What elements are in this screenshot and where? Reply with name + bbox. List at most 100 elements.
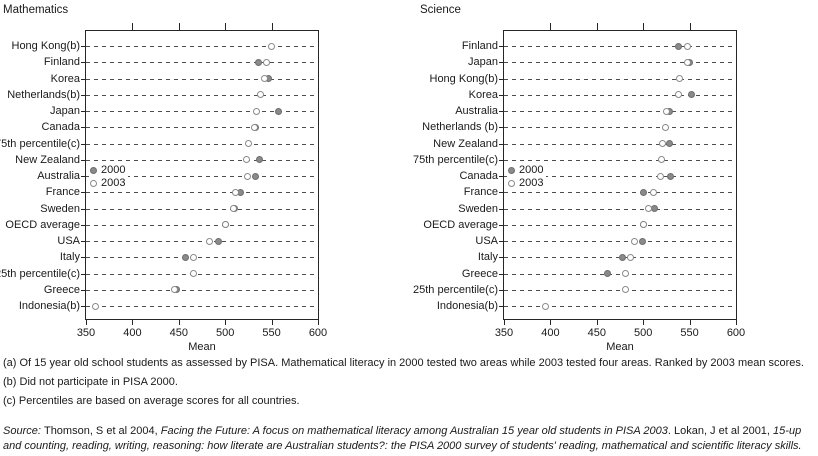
- x-axis-title: Mean: [606, 341, 634, 353]
- row-label: Hong Kong(b): [11, 40, 81, 52]
- row-gridline: [86, 127, 318, 129]
- data-point-2003: [253, 107, 261, 115]
- row-tick: [81, 192, 86, 194]
- row-gridline: [504, 208, 736, 210]
- axis-tick-bottom: [318, 319, 319, 325]
- row-tick: [81, 257, 86, 259]
- row-tick: [81, 94, 86, 96]
- row-gridline: [504, 306, 736, 307]
- row-tick: [81, 127, 86, 129]
- row-gridline: [504, 46, 736, 47]
- row-tick: [81, 241, 86, 242]
- row-tick: [81, 273, 86, 275]
- data-point-2003: [260, 75, 268, 82]
- row-label: Korea: [50, 72, 80, 85]
- row-gridline: [86, 176, 318, 177]
- x-axis-tick-label: 500: [634, 327, 653, 339]
- row-tick: [499, 111, 504, 112]
- row-tick: [499, 208, 504, 210]
- data-point-2003: [91, 302, 99, 310]
- data-point-2003: [262, 58, 270, 66]
- row-label: Japan: [50, 105, 80, 117]
- data-point-2003: [243, 172, 251, 180]
- row-gridline: [86, 208, 318, 210]
- data-point-2000: [274, 107, 282, 115]
- legend-item-2000: 2000: [90, 164, 125, 177]
- row-label: 75th percentile(c): [0, 137, 80, 150]
- data-point-2003: [659, 140, 667, 147]
- row-tick: [81, 78, 86, 80]
- row-gridline: [504, 224, 736, 226]
- row-label: Sweden: [458, 202, 498, 215]
- data-point-2003: [622, 270, 630, 277]
- row-gridline: [86, 192, 318, 194]
- axis-tick-bottom: [225, 319, 227, 325]
- row-tick: [81, 208, 86, 210]
- legend-item-2000: 2000: [508, 164, 543, 177]
- row-tick: [81, 143, 86, 145]
- row-label: New Zealand: [433, 137, 498, 150]
- x-axis-tick-label: 550: [680, 327, 699, 339]
- data-point-2003: [622, 286, 630, 294]
- axis-tick-top: [225, 23, 227, 31]
- data-point-2000: [256, 156, 264, 164]
- source-citation-1: Thomson, S et al 2004,: [43, 425, 161, 437]
- row-tick: [81, 62, 86, 64]
- axis-tick-top: [596, 23, 598, 31]
- row-label: Finland: [43, 56, 80, 69]
- row-tick: [499, 62, 504, 64]
- row-label: OECD average: [5, 218, 80, 231]
- row-label: Korea: [468, 88, 498, 101]
- data-point-2003: [639, 221, 647, 229]
- filled-circle-icon: [90, 167, 97, 174]
- footnote-b: (b) Did not participate in PISA 2000.: [3, 376, 178, 388]
- row-gridline: [504, 273, 736, 275]
- row-gridline: [504, 192, 736, 194]
- data-point-2003: [649, 188, 657, 196]
- data-point-2003: [251, 123, 259, 131]
- row-label: USA: [57, 235, 80, 247]
- axis-tick-bottom: [643, 319, 645, 325]
- source-label: Source:: [3, 425, 44, 437]
- data-point-2000: [665, 140, 673, 147]
- axis-tick-top: [132, 23, 134, 31]
- row-gridline: [86, 289, 318, 291]
- row-gridline: [504, 241, 736, 242]
- data-point-2000: [687, 91, 695, 99]
- data-point-2000: [215, 237, 223, 245]
- row-gridline: [504, 159, 736, 161]
- row-gridline: [86, 143, 318, 145]
- data-point-2003: [658, 156, 666, 164]
- row-gridline: [86, 257, 318, 259]
- legend-label: 2000: [519, 164, 544, 176]
- data-point-2003: [684, 58, 692, 66]
- data-point-2003: [256, 91, 264, 99]
- row-label: Indonesia(b): [18, 300, 80, 312]
- row-gridline: [504, 111, 736, 112]
- data-point-2003: [674, 91, 682, 99]
- data-point-2000: [181, 253, 189, 261]
- data-point-2000: [255, 58, 263, 66]
- filled-circle-icon: [508, 167, 515, 174]
- row-label: Greece: [43, 283, 80, 296]
- axis-tick-top: [178, 23, 180, 31]
- axis-tick-bottom: [550, 319, 552, 325]
- data-point-2000: [252, 172, 260, 180]
- row-label: Finland: [461, 40, 498, 52]
- legend: 2000 2003: [89, 164, 129, 190]
- x-axis-tick-label: 600: [726, 327, 746, 339]
- row-tick: [499, 143, 504, 145]
- source-title-2: 15-up and counting, reading, writing, re…: [3, 425, 802, 452]
- row-gridline: [504, 62, 736, 64]
- row-gridline: [504, 94, 736, 96]
- row-tick: [81, 159, 86, 161]
- axis-tick-bottom: [689, 319, 691, 325]
- row-label: Canada: [459, 170, 498, 182]
- axis-tick-bottom: [271, 319, 273, 325]
- plot-area-science: 350 400 450 500 550 600 Mean Finland Japan Hong K…: [413, 23, 745, 353]
- row-label: New Zealand: [15, 153, 80, 166]
- row-tick: [499, 94, 504, 96]
- row-gridline: [86, 273, 318, 275]
- data-point-2003: [645, 205, 653, 212]
- row-gridline: [86, 241, 318, 242]
